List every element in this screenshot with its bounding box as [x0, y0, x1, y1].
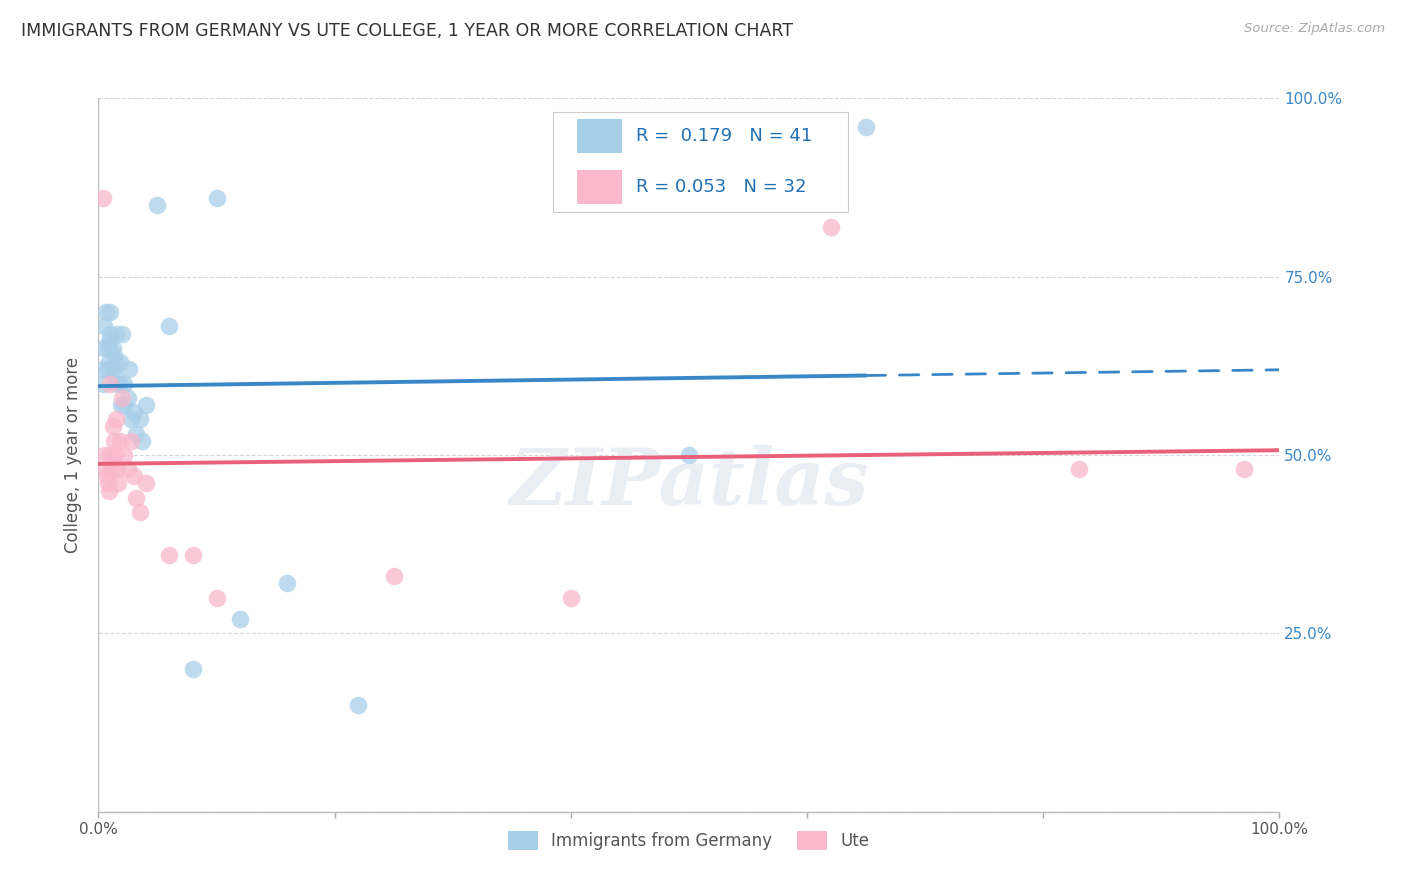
Point	[108, 355, 131, 369]
Point	[131, 434, 153, 448]
Point	[98, 448, 121, 462]
Point	[820, 219, 842, 234]
Point	[93, 341, 115, 355]
Point	[678, 448, 700, 462]
Point	[117, 391, 139, 405]
Point	[105, 376, 128, 391]
Point	[96, 469, 118, 483]
Point	[128, 412, 150, 426]
Point	[135, 476, 157, 491]
Point	[98, 334, 121, 348]
Point	[98, 376, 121, 391]
Point	[181, 548, 204, 562]
Point	[382, 569, 405, 583]
Point	[97, 476, 120, 491]
Point	[181, 662, 204, 676]
Point	[103, 348, 125, 362]
Point	[125, 426, 148, 441]
Point	[1233, 462, 1256, 476]
Point	[112, 448, 135, 462]
Point	[97, 341, 120, 355]
Point	[560, 591, 582, 605]
Point	[347, 698, 370, 712]
Point	[105, 462, 128, 476]
Point	[93, 319, 115, 334]
Point	[110, 398, 132, 412]
Text: IMMIGRANTS FROM GERMANY VS UTE COLLEGE, 1 YEAR OR MORE CORRELATION CHART: IMMIGRANTS FROM GERMANY VS UTE COLLEGE, …	[21, 22, 793, 40]
Point	[135, 398, 157, 412]
Y-axis label: College, 1 year or more: College, 1 year or more	[65, 357, 83, 553]
Point	[94, 462, 117, 476]
Point	[118, 362, 141, 376]
Point	[101, 419, 124, 434]
Point	[128, 505, 150, 519]
Point	[112, 398, 135, 412]
Point	[121, 412, 143, 426]
Point	[93, 376, 115, 391]
FancyBboxPatch shape	[576, 170, 621, 204]
Point	[91, 191, 114, 205]
Point	[146, 198, 169, 212]
Text: R =  0.179   N = 41: R = 0.179 N = 41	[636, 127, 813, 145]
Point	[98, 305, 121, 319]
Point	[98, 483, 121, 498]
Text: R = 0.053   N = 32: R = 0.053 N = 32	[636, 178, 806, 196]
Point	[104, 448, 127, 462]
Point	[101, 362, 124, 376]
Point	[112, 376, 135, 391]
Point	[157, 319, 180, 334]
Point	[105, 412, 128, 426]
Text: Source: ZipAtlas.com: Source: ZipAtlas.com	[1244, 22, 1385, 36]
Point	[117, 462, 139, 476]
Point	[107, 476, 129, 491]
Point	[101, 341, 124, 355]
Point	[157, 548, 180, 562]
Point	[93, 448, 115, 462]
Point	[100, 462, 122, 476]
Point	[94, 305, 117, 319]
Point	[111, 326, 134, 341]
FancyBboxPatch shape	[576, 119, 621, 153]
Legend: Immigrants from Germany, Ute: Immigrants from Germany, Ute	[502, 824, 876, 857]
Point	[105, 326, 128, 341]
Point	[104, 369, 127, 384]
FancyBboxPatch shape	[553, 112, 848, 212]
Point	[122, 469, 145, 483]
Point	[122, 405, 145, 419]
Point	[103, 434, 125, 448]
Point	[205, 191, 228, 205]
Point	[108, 434, 131, 448]
Point	[125, 491, 148, 505]
Point	[229, 612, 252, 626]
Point	[1067, 462, 1090, 476]
Point	[108, 376, 131, 391]
Point	[98, 355, 121, 369]
Text: ZIPatlas: ZIPatlas	[509, 445, 869, 522]
Point	[97, 362, 120, 376]
Point	[93, 362, 115, 376]
Point	[121, 434, 143, 448]
Point	[855, 120, 877, 134]
Point	[98, 326, 121, 341]
Point	[276, 576, 298, 591]
Point	[105, 355, 128, 369]
Point	[205, 591, 228, 605]
Point	[111, 391, 134, 405]
